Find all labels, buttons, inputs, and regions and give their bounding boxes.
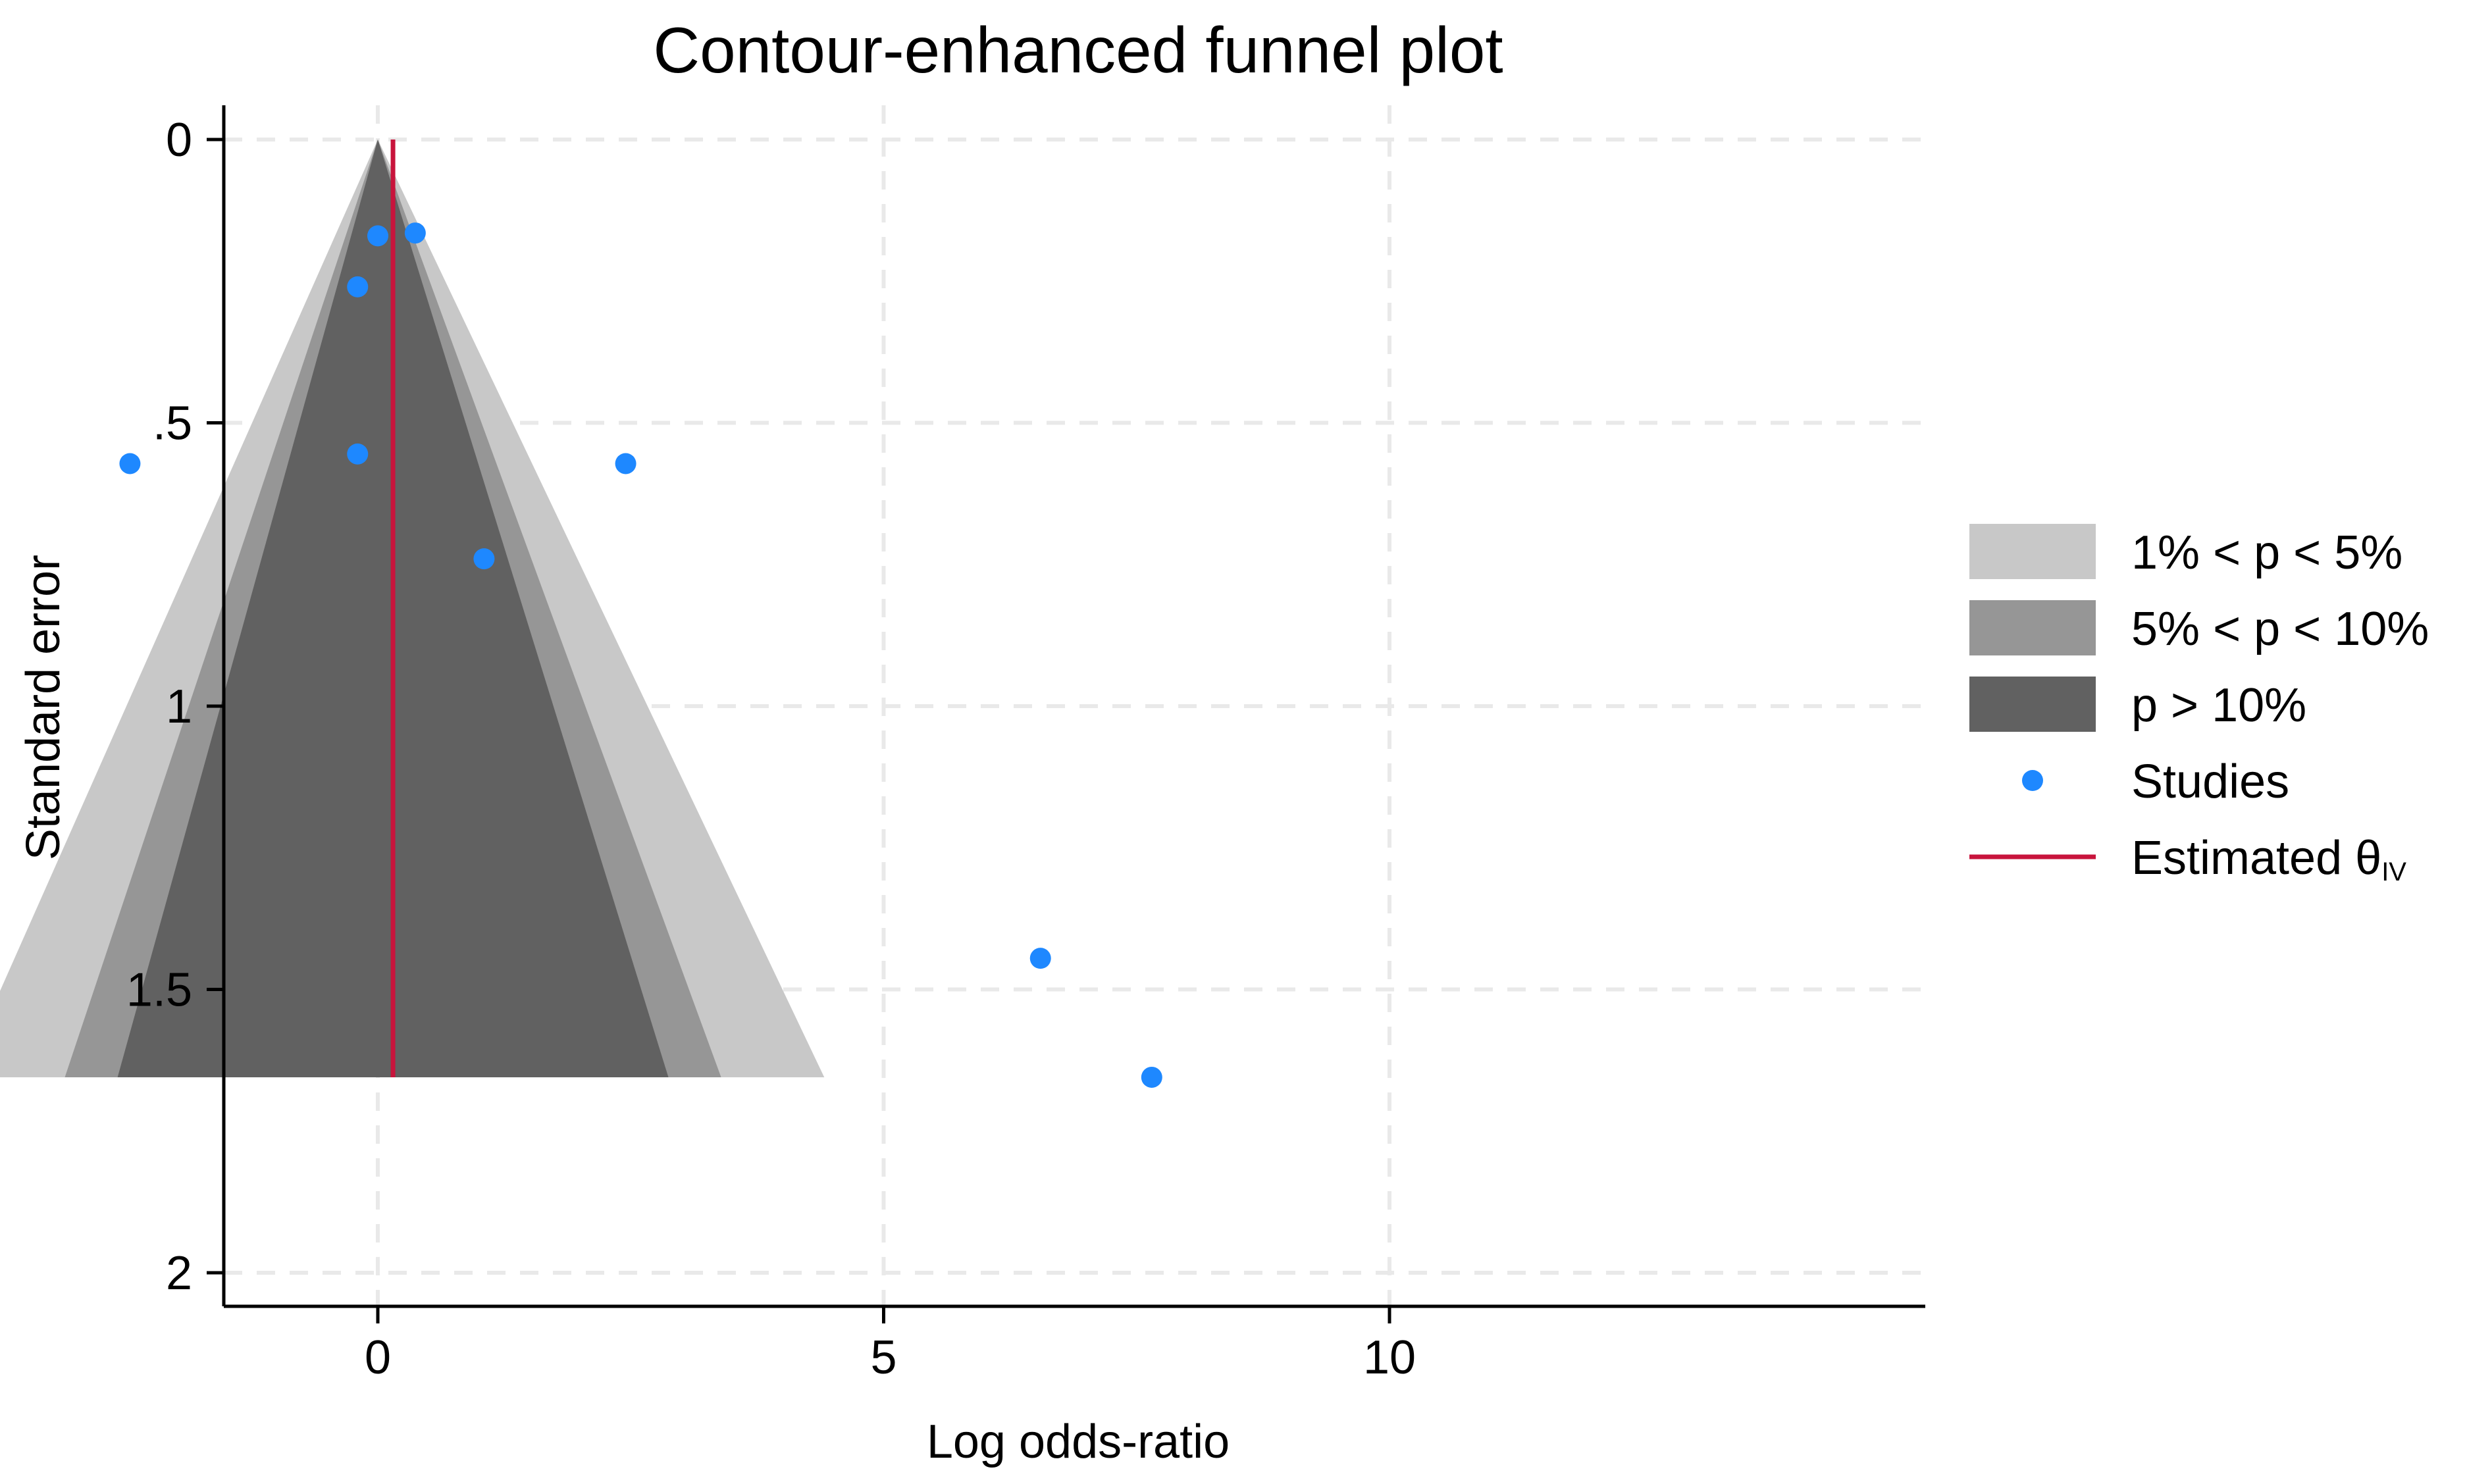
study-point [367, 225, 388, 247]
x-axis-label: Log odds-ratio [927, 1416, 1230, 1468]
legend-label: p > 10% [2131, 679, 2306, 732]
y-tick-label: 2 [166, 1247, 192, 1300]
legend-label: 5% < p < 10% [2131, 603, 2429, 655]
y-tick-label: 1 [166, 680, 192, 733]
grid-lines [224, 105, 1925, 1306]
legend-label: 1% < p < 5% [2131, 526, 2402, 579]
study-point [1029, 948, 1051, 969]
x-tick-label: 0 [365, 1331, 391, 1384]
chart-title: Contour-enhanced funnel plot [653, 14, 1503, 86]
significance-contours [0, 140, 825, 1077]
x-tick-label: 5 [870, 1331, 896, 1384]
legend: 1% < p < 5% 5% < p < 10% p > 10% Studies Est… [1969, 524, 2429, 886]
study-point [1141, 1066, 1162, 1088]
axes [207, 105, 1925, 1323]
tick-labels: -505100.511.52 [126, 114, 1416, 1384]
legend-item: Studies [2022, 755, 2289, 808]
legend-swatch [1969, 600, 2096, 655]
study-point [119, 453, 141, 474]
x-tick-label: 10 [1363, 1331, 1416, 1384]
legend-item: 5% < p < 10% [1969, 600, 2429, 655]
y-tick-label: 1.5 [126, 964, 192, 1017]
y-tick-label: 0 [166, 114, 192, 166]
legend-label: Studies [2131, 755, 2289, 808]
study-point [404, 222, 426, 244]
legend-swatch [1969, 677, 2096, 732]
study-point [473, 548, 495, 570]
legend-item: 1% < p < 5% [1969, 524, 2402, 579]
y-axis-label: Standard error [17, 555, 70, 860]
study-point [347, 443, 369, 465]
legend-dot [2022, 770, 2043, 791]
study-point [615, 453, 636, 474]
y-tick-label: .5 [153, 397, 192, 450]
legend-label: Estimated θIV [2131, 832, 2406, 886]
legend-swatch [1969, 524, 2096, 579]
legend-item: Estimated θIV [1969, 832, 2406, 886]
legend-label-subscript: IV [2381, 857, 2406, 886]
study-points [119, 222, 1162, 1088]
legend-item: p > 10% [1969, 677, 2306, 732]
study-point [347, 276, 369, 297]
